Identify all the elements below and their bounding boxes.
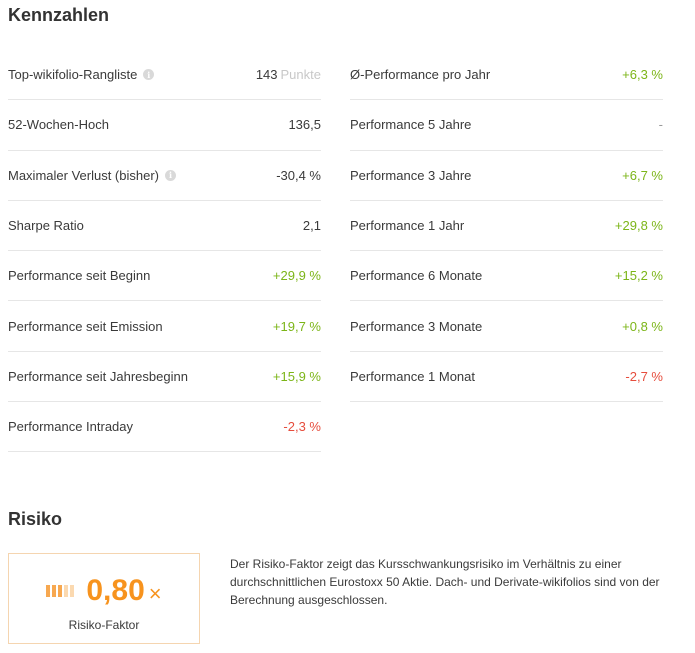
kennzahl-row: Performance 1 Monat -2,7 % xyxy=(350,352,663,403)
kennzahl-value-text: +6,3 % xyxy=(622,67,663,83)
kennzahl-row: Performance 3 Monate +0,8 % xyxy=(350,301,663,352)
kennzahl-value: +0,8 % xyxy=(622,319,663,334)
kennzahl-label: Performance seit Emission xyxy=(8,319,163,334)
risk-factor-main: 0,80 × xyxy=(9,574,199,608)
kennzahl-row: Performance seit Beginn +29,9 % xyxy=(8,251,321,302)
kennzahl-label: Performance seit Jahresbeginn xyxy=(8,369,188,384)
kennzahl-value-text: +19,7 % xyxy=(272,318,321,334)
kennzahl-row: 52-Wochen-Hoch 136,5 xyxy=(8,100,321,151)
kennzahl-value: +15,9 % xyxy=(273,369,321,384)
kennzahl-row: Performance seit Emission +19,7 % xyxy=(8,301,321,352)
kennzahl-label-text: Performance seit Jahresbeginn xyxy=(8,368,188,384)
multiplier-icon: × xyxy=(148,581,162,606)
risk-factor-label: Risiko-Faktor xyxy=(68,618,140,632)
kennzahl-value: 2,1 xyxy=(303,218,321,233)
kennzahl-label-text: Performance 6 Monate xyxy=(350,268,483,284)
kennzahl-value: -30,4 % xyxy=(276,168,321,183)
kennzahl-value-text: +6,7 % xyxy=(622,167,663,183)
kennzahl-value-text: +0,8 % xyxy=(622,318,663,334)
kennzahl-label-text: Performance 1 Jahr xyxy=(350,218,465,234)
risk-level-bar xyxy=(70,585,75,597)
kennzahl-value: +15,2 % xyxy=(615,268,663,283)
kennzahl-label-text: Performance 5 Jahre xyxy=(350,117,472,133)
kennzahl-row: Top-wikifolio-Rangliste i 143 Punkte xyxy=(8,50,321,101)
kennzahl-value-text: 136,5 xyxy=(288,117,321,133)
kennzahl-value-text: - xyxy=(658,117,663,133)
kennzahl-row: Ø-Performance pro Jahr +6,3 % xyxy=(350,50,663,101)
kennzahl-value-text: -2,3 % xyxy=(283,419,321,435)
kennzahl-value: +6,7 % xyxy=(622,168,663,183)
risk-level-bar xyxy=(58,585,63,597)
kennzahl-label: Performance 5 Jahre xyxy=(350,117,471,132)
risk-level-bars xyxy=(46,585,75,597)
kennzahlen-left-column: Top-wikifolio-Rangliste i 143 Punkte 52-Woch… xyxy=(8,50,321,453)
kennzahl-label-text: Performance 3 Monate xyxy=(350,318,483,334)
risk-factor-box: 0,80 × Risiko-Faktor xyxy=(8,553,200,644)
kennzahl-label-text: Performance 3 Jahre xyxy=(350,167,472,183)
kennzahl-row: Performance 5 Jahre - xyxy=(350,100,663,151)
kennzahl-value-text: 143 xyxy=(255,67,278,83)
kennzahlen-right-column: Ø-Performance pro Jahr +6,3 % Performance … xyxy=(350,50,663,403)
kennzahl-label-text: Performance Intraday xyxy=(8,419,134,435)
kennzahl-label-text: Performance 1 Monat xyxy=(350,368,476,384)
kennzahl-label: Performance 3 Monate xyxy=(350,319,482,334)
kennzahl-row: Sharpe Ratio 2,1 xyxy=(8,201,321,252)
section-title-risiko: Risiko xyxy=(8,509,63,529)
kennzahl-unit: Punkte xyxy=(280,67,321,83)
kennzahl-label: Performance Intraday xyxy=(8,419,133,434)
kennzahl-row: Maximaler Verlust (bisher) i -30,4 % xyxy=(8,151,321,201)
kennzahl-row: Performance Intraday -2,3 % xyxy=(8,402,321,453)
kennzahl-label: Sharpe Ratio xyxy=(8,218,84,233)
kennzahl-value-text: +15,2 % xyxy=(614,268,663,284)
kennzahl-label-text: Maximaler Verlust (bisher) xyxy=(8,167,159,183)
risk-level-bar xyxy=(46,585,51,597)
kennzahl-label: 52-Wochen-Hoch xyxy=(8,117,109,132)
risk-factor-description: Der Risiko-Faktor zeigt das Kursschwanku… xyxy=(230,557,660,607)
risk-level-bar xyxy=(64,585,69,597)
section-title-kennzahlen: Kennzahlen xyxy=(8,5,110,25)
kennzahl-label-text: Ø-Performance pro Jahr xyxy=(350,67,491,83)
kennzahl-value: - xyxy=(659,117,663,132)
kennzahl-label: Performance 1 Monat xyxy=(350,369,475,384)
kennzahl-value-text: +29,8 % xyxy=(614,218,663,234)
kennzahl-value: -2,7 % xyxy=(625,369,663,384)
kennzahl-label-text: Performance seit Emission xyxy=(8,318,163,334)
kennzahl-value: +29,8 % xyxy=(615,218,663,233)
kennzahl-label: Top-wikifolio-Rangliste i xyxy=(8,67,155,83)
kennzahl-value-text: +29,9 % xyxy=(272,268,321,284)
kennzahl-value: +19,7 % xyxy=(273,319,321,334)
kennzahl-row: Performance 3 Jahre +6,7 % xyxy=(350,151,663,201)
kennzahl-label: Ø-Performance pro Jahr xyxy=(350,67,490,82)
kennzahl-label-text: Performance seit Beginn xyxy=(8,268,151,284)
kennzahl-label-text: Sharpe Ratio xyxy=(8,218,84,234)
info-icon[interactable]: i xyxy=(143,69,155,81)
kennzahl-value-text: +15,9 % xyxy=(272,368,321,384)
kennzahl-label: Performance 1 Jahr xyxy=(350,218,464,233)
kennzahl-value-text: -30,4 % xyxy=(276,167,321,183)
kennzahl-label-text: Top-wikifolio-Rangliste xyxy=(8,67,138,83)
kennzahl-value: +29,9 % xyxy=(273,268,321,283)
kennzahl-row: Performance seit Jahresbeginn +15,9 % xyxy=(8,352,321,403)
kennzahl-label: Performance 3 Jahre xyxy=(350,168,471,183)
info-icon[interactable]: i xyxy=(165,169,176,181)
kennzahl-row: Performance 1 Jahr +29,8 % xyxy=(350,201,663,252)
risk-level-bar xyxy=(52,585,57,597)
kennzahl-label-text: 52-Wochen-Hoch xyxy=(8,117,109,133)
kennzahl-value: 136,5 xyxy=(288,117,321,132)
kennzahl-label: Performance seit Beginn xyxy=(8,268,150,283)
kennzahl-value: -2,3 % xyxy=(283,419,321,434)
risk-factor-value: 0,80 xyxy=(86,574,145,607)
kennzahl-row: Performance 6 Monate +15,2 % xyxy=(350,251,663,302)
kennzahl-value-text: -2,7 % xyxy=(625,368,663,384)
kennzahl-label: Performance 6 Monate xyxy=(350,268,482,283)
kennzahl-value: 143 Punkte xyxy=(256,67,321,82)
kennzahl-label: Maximaler Verlust (bisher) i xyxy=(8,168,176,183)
kennzahl-value-text: 2,1 xyxy=(302,218,321,234)
kennzahl-value: +6,3 % xyxy=(622,67,663,82)
